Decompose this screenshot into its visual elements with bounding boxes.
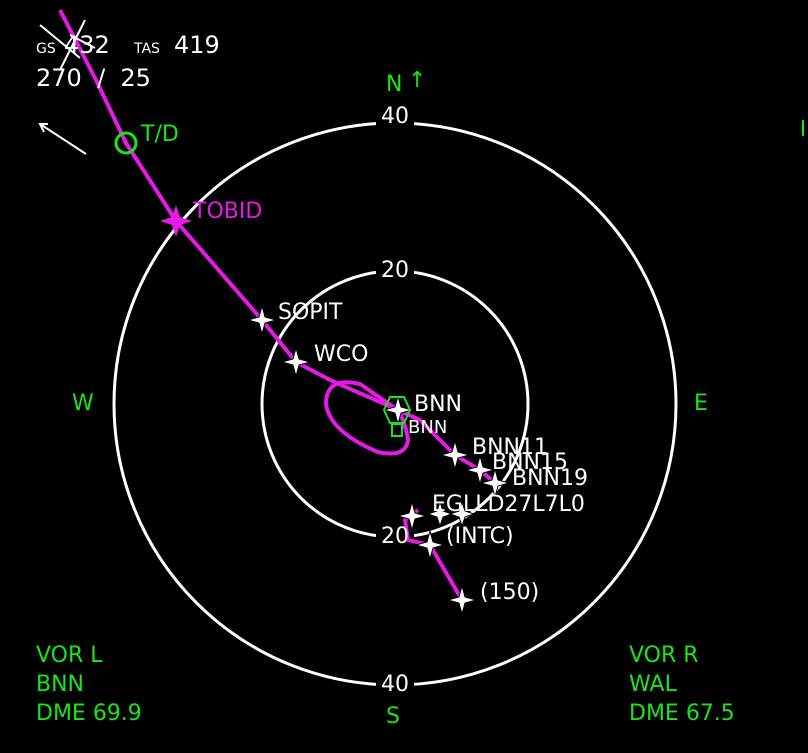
- range-label-inner-bottom: 20: [381, 524, 409, 549]
- bnn15-label: BNN15: [492, 450, 569, 475]
- vor-station-icon: [382, 396, 412, 437]
- tas-value: 419: [174, 31, 220, 59]
- wind-readout: 270 / 25: [36, 64, 151, 92]
- tas-label: TAS: [134, 41, 160, 57]
- egll-label: EGLLD27L7L0: [432, 492, 585, 517]
- compass-north: N: [386, 72, 403, 97]
- bnn19-label: BNN19: [512, 466, 589, 491]
- bnn11-waypoint-icon: [439, 439, 471, 471]
- intc-label: (INTC): [446, 524, 514, 549]
- vor-left-dme: DME 69.9: [36, 701, 142, 726]
- compass-south: S: [386, 704, 400, 729]
- bnn-label: BNN: [414, 392, 463, 417]
- alt150-waypoint-icon: [446, 584, 478, 616]
- wind-arrow-icon: [38, 123, 87, 155]
- wco-waypoint-icon: [280, 346, 312, 378]
- range-label-outer-bottom: 40: [381, 672, 409, 697]
- td-marker-icon: [114, 131, 138, 155]
- range-label-outer-top: 40: [381, 104, 409, 129]
- tobid-label: TOBID: [193, 199, 263, 224]
- vor-right-station: WAL: [629, 672, 677, 697]
- bnn15-waypoint-icon: [464, 454, 496, 486]
- aircraft-symbol: [39, 19, 96, 71]
- egll-waypoint-3-icon: [448, 500, 476, 528]
- north-arrow-icon: ↑: [408, 68, 427, 93]
- egll-waypoint-icon: [396, 500, 428, 532]
- tobid-waypoint-icon: [160, 205, 192, 237]
- sopit-waypoint-icon: [246, 304, 278, 336]
- compass-east: E: [694, 391, 708, 416]
- alt150-label: (150): [480, 580, 540, 605]
- bnn-sub-label: BNN: [408, 417, 448, 438]
- compass-west: W: [72, 391, 94, 416]
- bnn19-waypoint-icon: [479, 467, 511, 499]
- td-label: T/D: [141, 122, 179, 147]
- vor-left-station: BNN: [36, 672, 85, 697]
- gs-label: GS: [36, 41, 56, 57]
- vor-right-dme: DME 67.5: [629, 701, 735, 726]
- sopit-label: SOPIT: [278, 300, 343, 325]
- egll-waypoint-2-icon: [426, 500, 454, 528]
- holding-pattern: [323, 380, 411, 456]
- vor-left-title: VOR L: [36, 643, 103, 668]
- wco-label: WCO: [314, 342, 369, 367]
- range-label-inner-top: 20: [381, 258, 409, 283]
- gs-value: 432: [64, 31, 110, 59]
- intc-waypoint-icon: [414, 529, 446, 561]
- vor-right-title: VOR R: [629, 643, 699, 668]
- bnn11-label: BNN11: [472, 435, 549, 460]
